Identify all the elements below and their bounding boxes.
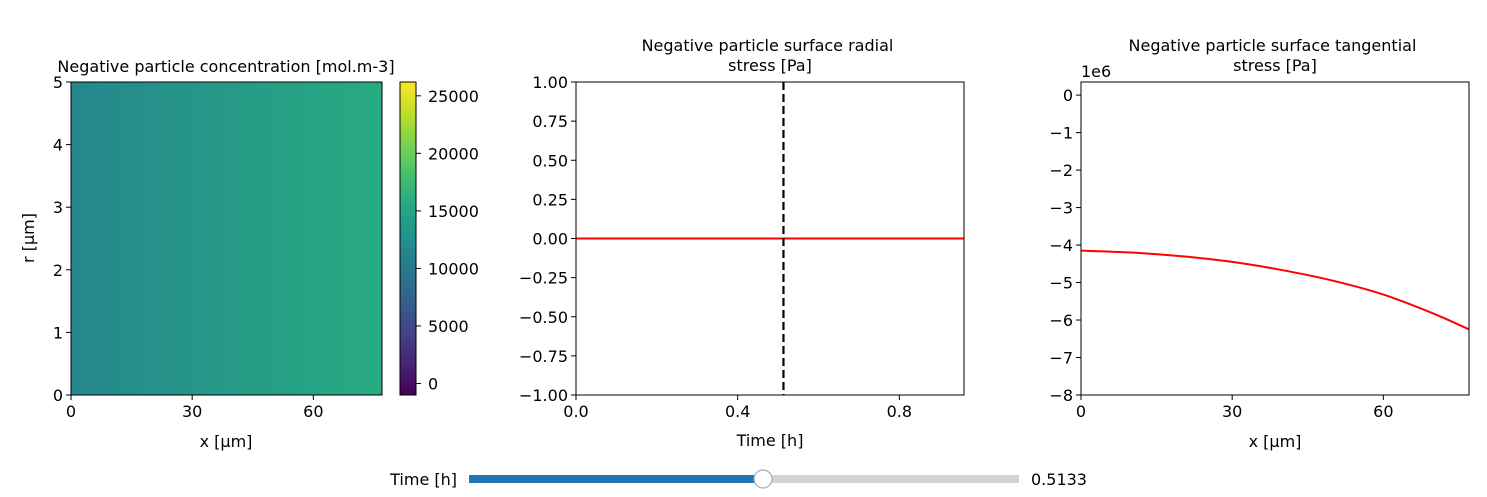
heatmap-field bbox=[71, 82, 382, 395]
tangential-stress-y-ticks: 0 −1 −2 −3 −4 −5 −6 −7 −8 bbox=[1049, 86, 1081, 405]
y-tick-label: −7 bbox=[1049, 349, 1073, 368]
y-tick-label: 0 bbox=[1063, 86, 1073, 105]
y-tick-label: −1 bbox=[1049, 124, 1073, 143]
colorbar-tick-label: 10000 bbox=[428, 259, 479, 278]
tangential-stress-offset-label: 1e6 bbox=[1081, 62, 1111, 81]
y-tick-label: −0.75 bbox=[519, 347, 568, 366]
y-tick-label: −4 bbox=[1049, 236, 1073, 255]
y-tick-label: −3 bbox=[1049, 199, 1073, 218]
colorbar-tick-label: 0 bbox=[428, 374, 438, 393]
y-tick-label: −6 bbox=[1049, 311, 1073, 330]
heatmap-x-label: x [μm] bbox=[200, 432, 253, 451]
time-slider[interactable]: Time [h] 0.5133 bbox=[389, 469, 1087, 489]
x-tick-label: 0.4 bbox=[725, 402, 750, 421]
radial-stress-x-label: Time [h] bbox=[736, 431, 804, 450]
heatmap-title: Negative particle concentration [mol.m-3… bbox=[57, 57, 394, 76]
y-tick-label: 1.00 bbox=[532, 73, 568, 92]
x-tick-label: 60 bbox=[303, 402, 323, 421]
colorbar-tick-label: 5000 bbox=[428, 317, 469, 336]
y-tick-label: 1 bbox=[53, 323, 63, 342]
y-tick-label: −5 bbox=[1049, 274, 1073, 293]
colorbar-tick-label: 25000 bbox=[428, 87, 479, 106]
y-tick-label: 0.50 bbox=[532, 151, 568, 170]
tangential-stress-panel: Negative particle surface tangential str… bbox=[1049, 36, 1470, 451]
tangential-stress-series bbox=[1080, 249, 1470, 331]
tangential-stress-x-ticks: 0 30 60 bbox=[1076, 395, 1394, 421]
y-tick-label: 5 bbox=[53, 73, 63, 92]
tangential-stress-x-label: x [μm] bbox=[1249, 432, 1302, 451]
x-tick-label: 60 bbox=[1373, 402, 1393, 421]
y-tick-label: 0.00 bbox=[532, 230, 568, 249]
x-tick-label: 30 bbox=[1222, 402, 1242, 421]
radial-stress-title: Negative particle surface radial stress … bbox=[642, 36, 899, 75]
tangential-stress-title: Negative particle surface tangential str… bbox=[1129, 36, 1422, 75]
y-tick-label: 0.25 bbox=[532, 190, 568, 209]
x-tick-label: 0.8 bbox=[887, 402, 912, 421]
tangential-stress-line bbox=[1080, 249, 1470, 331]
time-slider-label: Time [h] bbox=[389, 470, 457, 489]
x-tick-label: 30 bbox=[182, 402, 202, 421]
y-tick-label: −8 bbox=[1049, 386, 1073, 405]
tangential-stress-plot-area bbox=[1081, 82, 1469, 395]
heatmap-x-ticks: 0 30 60 bbox=[66, 395, 324, 421]
y-tick-label: 0 bbox=[53, 386, 63, 405]
colorbar-tick-label: 15000 bbox=[428, 202, 479, 221]
time-slider-value: 0.5133 bbox=[1031, 470, 1087, 489]
y-tick-label: −1.00 bbox=[519, 386, 568, 405]
y-tick-label: 4 bbox=[53, 136, 63, 155]
x-tick-label: 0.0 bbox=[563, 402, 588, 421]
y-tick-label: −2 bbox=[1049, 161, 1073, 180]
y-tick-label: 2 bbox=[53, 261, 63, 280]
heatmap-y-label: r [μm] bbox=[19, 213, 38, 263]
x-tick-label: 0 bbox=[66, 402, 76, 421]
colorbar bbox=[399, 81, 417, 396]
radial-stress-x-ticks: 0.0 0.4 0.8 bbox=[563, 395, 912, 421]
y-tick-label: 3 bbox=[53, 198, 63, 217]
y-tick-label: −0.50 bbox=[519, 308, 568, 327]
colorbar-ticks: 0 5000 10000 15000 20000 25000 bbox=[416, 87, 479, 393]
tangential-stress-frame bbox=[1080, 81, 1470, 396]
radial-stress-panel: Negative particle surface radial stress … bbox=[519, 36, 965, 450]
time-slider-handle[interactable] bbox=[753, 469, 773, 489]
heatmap-frame bbox=[70, 81, 383, 396]
y-tick-label: −0.25 bbox=[519, 269, 568, 288]
concentration-heatmap-panel: Negative particle concentration [mol.m-3… bbox=[19, 57, 479, 451]
radial-stress-y-ticks: −1.00 −0.75 −0.50 −0.25 0.00 0.25 0.50 0.75 1.00 bbox=[519, 73, 576, 405]
time-slider-fill bbox=[469, 475, 764, 483]
colorbar-tick-label: 20000 bbox=[428, 144, 479, 163]
y-tick-label: 0.75 bbox=[532, 112, 568, 131]
x-tick-label: 0 bbox=[1076, 402, 1086, 421]
heatmap-y-ticks: 0 1 2 3 4 5 bbox=[53, 73, 71, 405]
radial-stress-series bbox=[576, 82, 964, 395]
